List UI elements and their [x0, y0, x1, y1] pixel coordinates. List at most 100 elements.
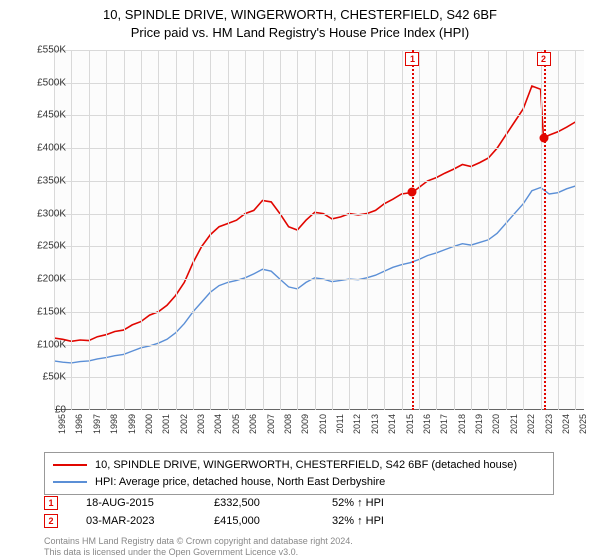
line-series-svg: [54, 50, 584, 410]
grid-h: [54, 50, 584, 51]
markers-table: 1 18-AUG-2015 £332,500 52% ↑ HPI 2 03-MA…: [44, 494, 554, 530]
footer-line-2: This data is licensed under the Open Gov…: [44, 547, 353, 558]
grid-v: [89, 50, 90, 410]
grid-v: [436, 50, 437, 410]
marker-date-2: 03-MAR-2023: [86, 515, 186, 527]
grid-h: [54, 279, 584, 280]
ytick-label: £350K: [37, 175, 66, 186]
grid-v: [158, 50, 159, 410]
marker-vline: [544, 50, 546, 410]
ytick-label: £500K: [37, 77, 66, 88]
xtick-label: 2009: [300, 414, 310, 434]
xtick-label: 2008: [283, 414, 293, 434]
xtick-label: 2022: [526, 414, 536, 434]
xtick-label: 2006: [248, 414, 258, 434]
grid-v: [176, 50, 177, 410]
grid-v: [384, 50, 385, 410]
grid-v: [280, 50, 281, 410]
legend-label-price: 10, SPINDLE DRIVE, WINGERWORTH, CHESTERF…: [95, 457, 517, 474]
marker-dot: [408, 188, 417, 197]
grid-v: [367, 50, 368, 410]
marker-index-1: 1: [44, 496, 58, 510]
xtick-label: 2001: [161, 414, 171, 434]
grid-v: [54, 50, 55, 410]
xtick-label: 2005: [231, 414, 241, 434]
grid-v: [124, 50, 125, 410]
legend-row-hpi: HPI: Average price, detached house, Nort…: [53, 474, 545, 491]
grid-h: [54, 148, 584, 149]
grid-v: [523, 50, 524, 410]
marker-delta-2: 32% ↑ HPI: [332, 515, 384, 527]
xtick-label: 2015: [405, 414, 415, 434]
legend-row-price: 10, SPINDLE DRIVE, WINGERWORTH, CHESTERF…: [53, 457, 545, 474]
grid-v: [419, 50, 420, 410]
xtick-label: 2020: [491, 414, 501, 434]
ytick-label: £250K: [37, 241, 66, 252]
grid-h: [54, 246, 584, 247]
footer-line-1: Contains HM Land Registry data © Crown c…: [44, 536, 353, 547]
marker-index-2: 2: [44, 514, 58, 528]
ytick-label: £450K: [37, 110, 66, 121]
xtick-label: 2000: [144, 414, 154, 434]
grid-v: [402, 50, 403, 410]
grid-v: [332, 50, 333, 410]
title-line-2: Price paid vs. HM Land Registry's House …: [0, 24, 600, 42]
chart-container: 10, SPINDLE DRIVE, WINGERWORTH, CHESTERF…: [0, 0, 600, 560]
marker-price-1: £332,500: [214, 497, 304, 509]
grid-v: [263, 50, 264, 410]
grid-v: [228, 50, 229, 410]
grid-v: [210, 50, 211, 410]
title-line-1: 10, SPINDLE DRIVE, WINGERWORTH, CHESTERF…: [0, 6, 600, 24]
grid-h: [54, 312, 584, 313]
chart-title-block: 10, SPINDLE DRIVE, WINGERWORTH, CHESTERF…: [0, 0, 600, 41]
grid-v: [575, 50, 576, 410]
xtick-label: 2017: [439, 414, 449, 434]
legend: 10, SPINDLE DRIVE, WINGERWORTH, CHESTERF…: [44, 452, 554, 495]
grid-v: [71, 50, 72, 410]
grid-v: [297, 50, 298, 410]
grid-h: [54, 345, 584, 346]
footer-attribution: Contains HM Land Registry data © Crown c…: [44, 536, 353, 559]
grid-h: [54, 115, 584, 116]
xtick-label: 2019: [474, 414, 484, 434]
xtick-label: 2010: [318, 414, 328, 434]
marker-row-1: 1 18-AUG-2015 £332,500 52% ↑ HPI: [44, 494, 554, 512]
marker-vline: [412, 50, 414, 410]
grid-v: [454, 50, 455, 410]
xtick-label: 2002: [179, 414, 189, 434]
marker-delta-1: 52% ↑ HPI: [332, 497, 384, 509]
grid-h: [54, 214, 584, 215]
grid-v: [558, 50, 559, 410]
grid-v: [106, 50, 107, 410]
xtick-label: 2018: [457, 414, 467, 434]
xtick-label: 2007: [266, 414, 276, 434]
grid-v: [349, 50, 350, 410]
ytick-label: £50K: [43, 372, 66, 383]
xtick-label: 2003: [196, 414, 206, 434]
marker-badge: 2: [537, 52, 551, 66]
xtick-label: 1996: [74, 414, 84, 434]
ytick-label: £100K: [37, 339, 66, 350]
marker-price-2: £415,000: [214, 515, 304, 527]
grid-v: [141, 50, 142, 410]
legend-label-hpi: HPI: Average price, detached house, Nort…: [95, 474, 385, 491]
marker-row-2: 2 03-MAR-2023 £415,000 32% ↑ HPI: [44, 512, 554, 530]
grid-h: [54, 83, 584, 84]
marker-date-1: 18-AUG-2015: [86, 497, 186, 509]
grid-h: [54, 181, 584, 182]
xtick-label: 2024: [561, 414, 571, 434]
legend-swatch-hpi: [53, 481, 87, 483]
ytick-label: £150K: [37, 306, 66, 317]
xtick-label: 1998: [109, 414, 119, 434]
xtick-label: 2025: [578, 414, 588, 434]
ytick-label: £200K: [37, 274, 66, 285]
grid-v: [471, 50, 472, 410]
xtick-label: 2004: [213, 414, 223, 434]
xtick-label: 2016: [422, 414, 432, 434]
xtick-label: 2011: [335, 414, 345, 433]
ytick-label: £550K: [37, 45, 66, 56]
grid-v: [245, 50, 246, 410]
grid-v: [488, 50, 489, 410]
xtick-label: 2013: [370, 414, 380, 434]
grid-v: [541, 50, 542, 410]
